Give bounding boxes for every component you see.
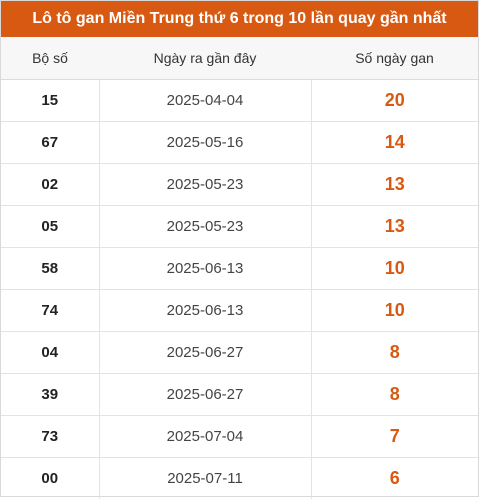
row-number: 73 [1,414,100,457]
table-row: 15 2025-04-04 20 [1,79,478,121]
table-row: 05 2025-05-23 13 [1,204,478,247]
row-days: 10 [311,246,478,289]
table-row: 73 2025-07-04 7 [1,414,478,457]
lo-gan-table: Bộ số Ngày ra gần đây Số ngày gan 15 202… [1,37,478,499]
header-days: Số ngày gan [311,37,478,80]
row-days: 14 [311,120,478,163]
row-last-date: 2025-07-11 [99,456,312,499]
row-number: 39 [1,372,100,415]
row-last-date: 2025-06-13 [99,246,312,289]
row-last-date: 2025-05-23 [99,162,312,205]
row-number: 02 [1,162,100,205]
row-days: 6 [311,456,478,499]
row-days: 8 [311,330,478,373]
row-last-date: 2025-06-27 [99,330,312,373]
table-header-row: Bộ số Ngày ra gần đây Số ngày gan [1,37,478,80]
table-row: 04 2025-06-27 8 [1,330,478,373]
table-row: 74 2025-06-13 10 [1,288,478,331]
table-row: 02 2025-05-23 13 [1,162,478,205]
row-last-date: 2025-05-23 [99,204,312,247]
panel-title: Lô tô gan Miền Trung thứ 6 trong 10 lần … [1,1,478,37]
row-days: 10 [311,288,478,331]
row-days: 13 [311,204,478,247]
row-last-date: 2025-07-04 [99,414,312,457]
row-days: 8 [311,372,478,415]
row-days: 13 [311,162,478,205]
row-days: 7 [311,414,478,457]
row-last-date: 2025-05-16 [99,120,312,163]
row-last-date: 2025-06-13 [99,288,312,331]
row-number: 00 [1,456,100,499]
row-number: 74 [1,288,100,331]
table-row: 67 2025-05-16 14 [1,120,478,163]
row-days: 20 [384,89,405,110]
row-number: 15 [1,79,100,121]
header-last-date: Ngày ra gần đây [99,37,311,80]
table-row: 00 2025-07-11 6 [1,456,478,499]
row-number: 67 [1,120,100,163]
row-last-date: 2025-04-04 [99,79,312,121]
row-number: 05 [1,204,100,247]
header-number: Bộ số [1,37,99,80]
row-number: 04 [1,330,100,373]
table-row: 58 2025-06-13 10 [1,246,478,289]
row-last-date: 2025-06-27 [99,372,312,415]
table-row: 39 2025-06-27 8 [1,372,478,415]
row-number: 58 [1,246,100,289]
